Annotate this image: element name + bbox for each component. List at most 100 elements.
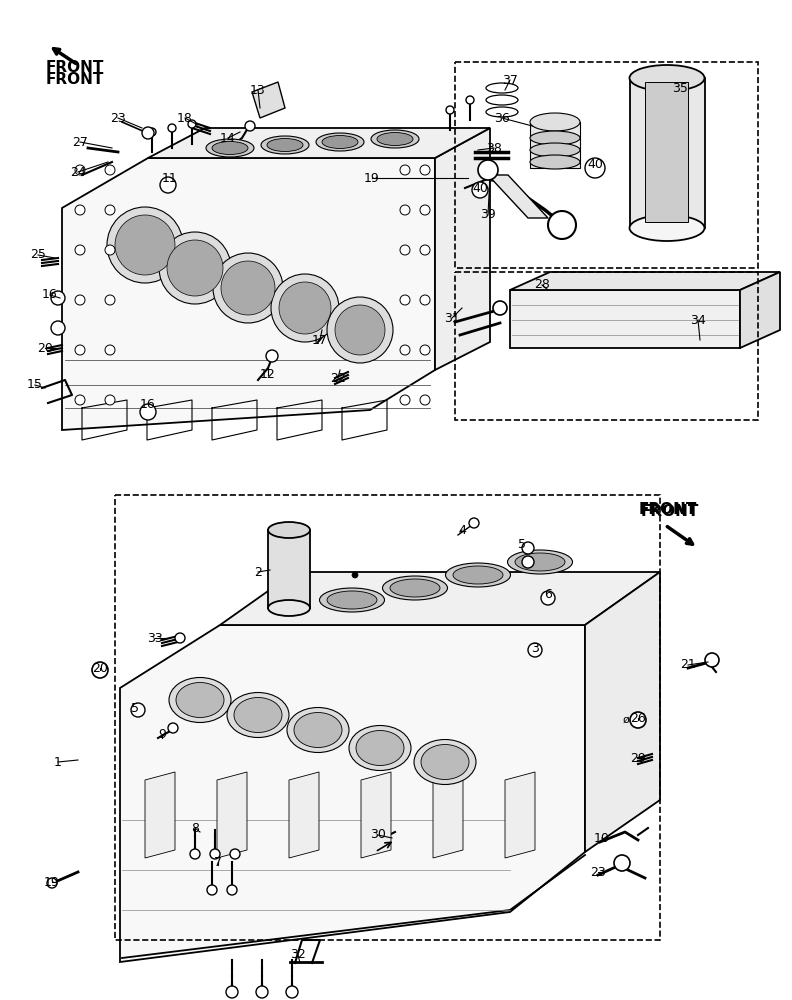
Circle shape <box>279 282 331 334</box>
Circle shape <box>585 158 605 178</box>
Text: 9: 9 <box>158 728 166 742</box>
Ellipse shape <box>414 740 476 784</box>
Circle shape <box>188 120 196 128</box>
Text: 22: 22 <box>330 371 346 384</box>
Polygon shape <box>585 572 660 852</box>
Text: FRONT: FRONT <box>639 502 697 518</box>
Circle shape <box>230 849 240 859</box>
Ellipse shape <box>486 107 518 117</box>
Circle shape <box>420 205 430 215</box>
Circle shape <box>466 96 474 104</box>
Circle shape <box>213 253 283 323</box>
Text: 7: 7 <box>214 856 222 868</box>
Text: FRONT: FRONT <box>641 504 699 520</box>
Text: 21: 21 <box>680 658 696 672</box>
Text: 15: 15 <box>27 378 43 391</box>
Ellipse shape <box>630 215 705 241</box>
Circle shape <box>107 207 183 283</box>
Text: 23: 23 <box>110 111 126 124</box>
Polygon shape <box>740 272 780 348</box>
Circle shape <box>210 849 220 859</box>
Circle shape <box>400 295 410 305</box>
Circle shape <box>167 240 223 296</box>
Ellipse shape <box>176 682 224 718</box>
Circle shape <box>256 986 268 998</box>
Circle shape <box>400 345 410 355</box>
Circle shape <box>105 205 115 215</box>
Text: 40: 40 <box>587 158 603 172</box>
Text: 30: 30 <box>370 828 386 842</box>
Circle shape <box>420 165 430 175</box>
Circle shape <box>160 177 176 193</box>
Text: 8: 8 <box>191 822 199 834</box>
Ellipse shape <box>287 708 349 752</box>
Ellipse shape <box>530 143 580 157</box>
Circle shape <box>92 662 108 678</box>
Text: 4: 4 <box>458 524 466 536</box>
Text: 25: 25 <box>30 248 46 261</box>
Ellipse shape <box>169 678 231 722</box>
Text: 2: 2 <box>254 566 262 578</box>
Ellipse shape <box>530 113 580 131</box>
Text: 5: 5 <box>518 538 526 552</box>
Ellipse shape <box>371 130 419 148</box>
Ellipse shape <box>261 136 309 154</box>
Polygon shape <box>488 175 548 218</box>
Circle shape <box>488 171 498 181</box>
Ellipse shape <box>356 730 404 766</box>
Text: 6: 6 <box>544 588 552 601</box>
Circle shape <box>159 232 231 304</box>
Circle shape <box>105 245 115 255</box>
Circle shape <box>148 128 156 136</box>
Circle shape <box>75 165 85 175</box>
Text: 37: 37 <box>502 74 518 87</box>
Circle shape <box>420 245 430 255</box>
Circle shape <box>226 986 238 998</box>
Ellipse shape <box>327 591 377 609</box>
Ellipse shape <box>227 692 289 738</box>
Circle shape <box>323 321 337 335</box>
Text: 17: 17 <box>312 334 328 347</box>
Polygon shape <box>505 772 535 858</box>
Text: 1: 1 <box>54 756 62 768</box>
Circle shape <box>472 182 488 198</box>
Circle shape <box>400 395 410 405</box>
Polygon shape <box>530 122 580 168</box>
Circle shape <box>131 703 145 717</box>
Text: 16: 16 <box>42 288 58 302</box>
Circle shape <box>115 215 175 275</box>
Ellipse shape <box>268 522 310 538</box>
Ellipse shape <box>508 550 573 574</box>
Polygon shape <box>220 572 660 625</box>
Circle shape <box>75 205 85 215</box>
Ellipse shape <box>234 698 282 732</box>
Ellipse shape <box>349 726 411 770</box>
Text: 18: 18 <box>177 111 193 124</box>
Circle shape <box>335 305 385 355</box>
Ellipse shape <box>294 712 342 748</box>
Circle shape <box>400 245 410 255</box>
Circle shape <box>271 274 339 342</box>
Text: 11: 11 <box>162 172 178 184</box>
Circle shape <box>105 165 115 175</box>
Text: 23: 23 <box>590 865 606 879</box>
Text: 39: 39 <box>480 209 496 222</box>
Polygon shape <box>645 82 688 222</box>
Polygon shape <box>361 772 391 858</box>
Ellipse shape <box>530 155 580 169</box>
Ellipse shape <box>630 65 705 91</box>
Polygon shape <box>433 772 463 858</box>
Text: 20: 20 <box>37 342 53 355</box>
Circle shape <box>630 712 646 728</box>
Polygon shape <box>510 272 780 290</box>
Circle shape <box>168 124 176 132</box>
Text: 28: 28 <box>534 278 550 292</box>
Ellipse shape <box>486 95 518 105</box>
Polygon shape <box>217 772 247 858</box>
Circle shape <box>51 321 65 335</box>
Text: 16: 16 <box>140 398 156 412</box>
Polygon shape <box>148 128 490 158</box>
Circle shape <box>327 297 393 363</box>
Circle shape <box>446 106 454 114</box>
Ellipse shape <box>390 579 440 597</box>
